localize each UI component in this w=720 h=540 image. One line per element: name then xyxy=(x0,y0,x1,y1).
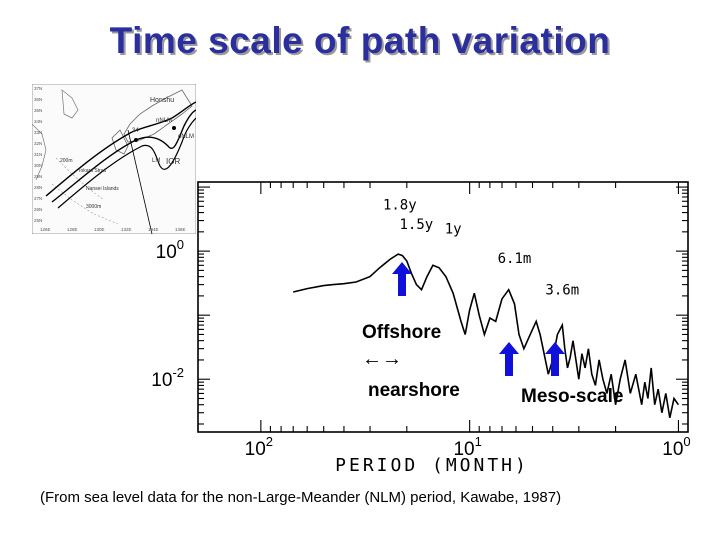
kuroshio-map: Honshu nNLM oNLM LM IOR 200m Tokara Stra… xyxy=(32,84,196,234)
map-lat-label: 37N xyxy=(34,86,42,91)
peak-label: 1y xyxy=(445,221,462,237)
arrow-up-icon xyxy=(545,342,565,376)
coastline-korea xyxy=(61,89,79,119)
map-lat-label: 27N xyxy=(34,196,42,201)
map-lon-label: 132E xyxy=(121,227,132,232)
chart-frame xyxy=(197,181,689,433)
map-lon-labels: 126E 128E 130E 132E 134E 136E xyxy=(40,227,186,232)
plot-area xyxy=(197,181,689,433)
map-lon-label: 126E xyxy=(40,227,51,232)
map-lon-label: 130E xyxy=(94,227,105,232)
peak-label: 1.5y xyxy=(399,217,433,233)
path-nnlm xyxy=(45,101,196,197)
coastline-honshu xyxy=(123,89,193,143)
peak-label: 1.8y xyxy=(383,197,417,213)
map-lat-label: 33N xyxy=(34,130,42,135)
map-lat-label: 36N xyxy=(34,97,42,102)
x-tick-label: 101 xyxy=(453,434,481,460)
map-lat-label: 35N xyxy=(34,108,42,113)
mesoscale-label: Meso-scale xyxy=(521,386,624,407)
map-label: Honshu xyxy=(150,97,174,104)
map-lon-label: 136E xyxy=(175,227,186,232)
map-lat-label: 31N xyxy=(34,152,42,157)
map-lat-label: 29N xyxy=(34,174,42,179)
map-lat-labels: 37N 36N 35N 34N 33N 32N 31N 30N 29N 28N 27N 26N 25N xyxy=(34,86,42,223)
map-label: 34 xyxy=(132,128,139,134)
map-label: LM xyxy=(152,158,160,164)
arrow-up-icon xyxy=(392,262,412,296)
peak-labels: 1.8y 1.5y 1y 6.1m 3.6m xyxy=(383,197,579,298)
map-label: Nansei Islands xyxy=(86,186,119,192)
path-onlm xyxy=(51,109,196,203)
map-lat-label: 30N xyxy=(34,163,42,168)
y-tick-label: 100 xyxy=(156,237,184,263)
map-label: oNLM xyxy=(178,134,194,140)
map-lat-label: 26N xyxy=(34,207,42,212)
spectrum-chart: 1.8y 1.5y 1y 6.1m 3.6m 100 10-2 102 101 100 PER… xyxy=(151,181,691,476)
map-lat-label: 25N xyxy=(34,218,42,223)
map-lat-label: 32N xyxy=(34,141,42,146)
isobath-3000m xyxy=(51,183,119,225)
map-lat-label: 28N xyxy=(34,185,42,190)
coastline-kyushu xyxy=(111,129,129,155)
x-tick-label: 100 xyxy=(662,434,690,460)
map-label: 3000m xyxy=(86,204,101,210)
nearshore-label: nearshore xyxy=(368,380,460,401)
offshore-label: Offshore xyxy=(362,322,442,343)
x-axis-label: PERIOD (MONTH) xyxy=(335,455,529,476)
isobath-200m xyxy=(55,157,105,201)
arrow-up-icon xyxy=(499,342,519,376)
map-lon-label: 128E xyxy=(67,227,78,232)
y-tick-label: 10-2 xyxy=(151,365,184,391)
peak-label: 3.6m xyxy=(545,283,579,299)
map-label: IOR xyxy=(166,157,180,166)
map-label: 200m xyxy=(60,158,73,164)
left-right-arrows: ←→ xyxy=(362,348,402,370)
x-tick-labels: 102 101 100 xyxy=(245,434,691,460)
map-label: nNLM xyxy=(156,118,172,124)
slide-caption: (From sea level data for the non-Large-M… xyxy=(40,489,562,506)
coastline-china xyxy=(32,123,47,181)
slide-title: Time scale of path variation xyxy=(109,20,611,61)
map-lat-label: 34N xyxy=(34,119,42,124)
peak-label: 6.1m xyxy=(498,251,532,267)
map-lon-label: 134E xyxy=(148,227,159,232)
chart-ticks xyxy=(197,182,688,432)
map-label: Tokara Strait xyxy=(78,168,107,174)
x-tick-label: 102 xyxy=(245,434,273,460)
path-lm xyxy=(57,117,196,209)
y-tick-labels: 100 10-2 xyxy=(151,237,184,391)
